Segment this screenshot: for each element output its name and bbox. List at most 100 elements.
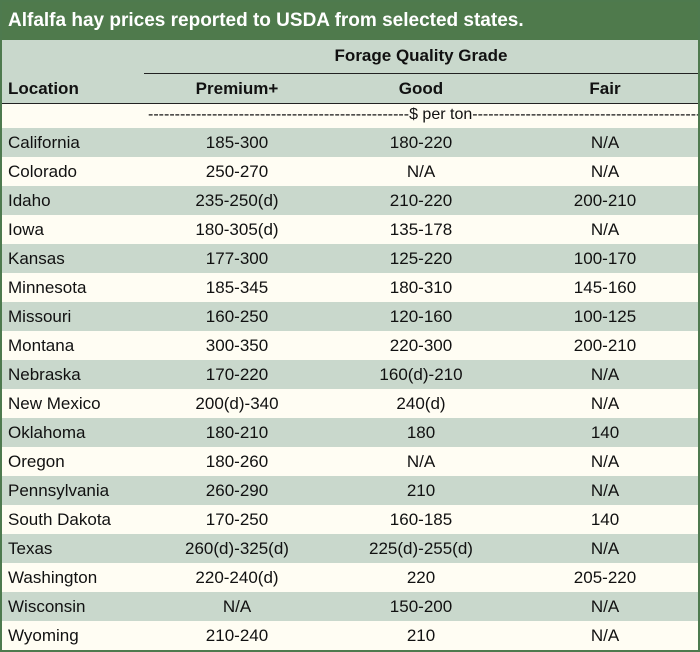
location-cell: Nebraska — [8, 365, 81, 384]
location-cell: Montana — [8, 336, 75, 355]
table-row: Montana 300-350 220-300 200-210 — [2, 331, 698, 360]
column-header-fair: Fair — [589, 79, 621, 98]
premium-price-cell: 220-240(d) — [195, 568, 279, 587]
location-cell: California — [8, 133, 80, 152]
good-price-cell: 125-220 — [389, 249, 453, 268]
location-cell: Missouri — [8, 307, 72, 326]
location-cell: New Mexico — [8, 394, 101, 413]
table-row: Nebraska 170-220 160(d)-210 N/A — [2, 360, 698, 389]
premium-price-cell: 200(d)-340 — [195, 394, 279, 413]
premium-price-cell: 260(d)-325(d) — [185, 539, 289, 558]
table-row: Minnesota 185-345 180-310 145-160 — [2, 273, 698, 302]
column-header-location: Location — [8, 79, 79, 98]
premium-price-cell: 180-260 — [205, 452, 269, 471]
good-price-cell: N/A — [406, 162, 436, 181]
fair-price-cell: N/A — [590, 133, 620, 152]
fair-price-cell: N/A — [590, 481, 620, 500]
table-row: Kansas 177-300 125-220 100-170 — [2, 244, 698, 273]
location-cell: Oregon — [8, 452, 65, 471]
table-row: Iowa 180-305(d) 135-178 N/A — [2, 215, 698, 244]
table-header: Forage Quality Grade Location Premium+ G… — [2, 40, 698, 104]
good-price-cell: 225(d)-255(d) — [369, 539, 473, 558]
fair-price-cell: N/A — [590, 597, 620, 616]
premium-price-cell: 170-250 — [205, 510, 269, 529]
fair-price-cell: N/A — [590, 394, 620, 413]
group-header: Forage Quality Grade — [334, 46, 508, 65]
fair-price-cell: 140 — [590, 423, 620, 442]
premium-price-cell: 300-350 — [205, 336, 269, 355]
location-cell: Wisconsin — [8, 597, 86, 616]
good-price-cell: 150-200 — [389, 597, 453, 616]
location-cell: Pennsylvania — [8, 481, 110, 500]
table-row: Oregon 180-260 N/A N/A — [2, 447, 698, 476]
column-header-premium: Premium+ — [195, 79, 279, 98]
table-row: Wyoming 210-240 210 N/A — [2, 621, 698, 650]
good-price-cell: 220-300 — [389, 336, 453, 355]
fair-price-cell: N/A — [590, 539, 620, 558]
fair-price-cell: 205-220 — [573, 568, 637, 587]
table-row: Texas 260(d)-325(d) 225(d)-255(d) N/A — [2, 534, 698, 563]
good-price-cell: 240(d) — [396, 394, 446, 413]
premium-price-cell: 177-300 — [205, 249, 269, 268]
premium-price-cell: 170-220 — [205, 365, 269, 384]
good-price-cell: 120-160 — [389, 307, 453, 326]
good-price-cell: 210 — [406, 481, 436, 500]
table-body: California 185-300 180-220 N/A Colorado 250-2… — [2, 128, 698, 650]
premium-price-cell: 180-210 — [205, 423, 269, 442]
good-price-cell: 180-220 — [389, 133, 453, 152]
good-price-cell: 220 — [406, 568, 436, 587]
fair-price-cell: 145-160 — [573, 278, 637, 297]
fair-price-cell: N/A — [590, 626, 620, 645]
table-row: South Dakota 170-250 160-185 140 — [2, 505, 698, 534]
table-row: New Mexico 200(d)-340 240(d) N/A — [2, 389, 698, 418]
location-cell: Oklahoma — [8, 423, 86, 442]
table-row: Pennsylvania 260-290 210 N/A — [2, 476, 698, 505]
location-cell: Minnesota — [8, 278, 87, 297]
table-title: Alfalfa hay prices reported to USDA from… — [2, 2, 698, 40]
fair-price-cell: 100-170 — [573, 249, 637, 268]
table-row: California 185-300 180-220 N/A — [2, 128, 698, 157]
good-price-cell: 160(d)-210 — [379, 365, 463, 384]
premium-price-cell: 160-250 — [205, 307, 269, 326]
location-cell: Washington — [8, 568, 98, 587]
table-row: Washington 220-240(d) 220 205-220 — [2, 563, 698, 592]
fair-price-cell: 200-210 — [573, 191, 637, 210]
good-price-cell: 180-310 — [389, 278, 453, 297]
premium-price-cell: 260-290 — [205, 481, 269, 500]
fair-price-cell: N/A — [590, 162, 620, 181]
fair-price-cell: N/A — [590, 220, 620, 239]
column-header-good: Good — [398, 79, 444, 98]
location-cell: Wyoming — [8, 626, 79, 645]
table-row: Colorado 250-270 N/A N/A — [2, 157, 698, 186]
premium-price-cell: 235-250(d) — [195, 191, 279, 210]
fair-price-cell: 100-125 — [573, 307, 637, 326]
good-price-cell: 160-185 — [389, 510, 453, 529]
good-price-cell: N/A — [406, 452, 436, 471]
premium-price-cell: 185-345 — [205, 278, 269, 297]
location-cell: Kansas — [8, 249, 65, 268]
premium-price-cell: 185-300 — [205, 133, 269, 152]
units-label: ----------------------------------------… — [148, 106, 698, 123]
premium-price-cell: 210-240 — [205, 626, 269, 645]
premium-price-cell: 180-305(d) — [195, 220, 279, 239]
premium-price-cell: N/A — [222, 597, 252, 616]
table-row: Wisconsin N/A 150-200 N/A — [2, 592, 698, 621]
fair-price-cell: 200-210 — [573, 336, 637, 355]
good-price-cell: 135-178 — [389, 220, 453, 239]
table-row: Idaho 235-250(d) 210-220 200-210 — [2, 186, 698, 215]
fair-price-cell: N/A — [590, 365, 620, 384]
good-price-cell: 210 — [406, 626, 436, 645]
premium-price-cell: 250-270 — [205, 162, 269, 181]
location-cell: Iowa — [8, 220, 44, 239]
header-divider — [2, 103, 698, 104]
fair-price-cell: 140 — [590, 510, 620, 529]
location-cell: Idaho — [8, 191, 51, 210]
table-row: Missouri 160-250 120-160 100-125 — [2, 302, 698, 331]
group-divider — [144, 73, 698, 74]
location-cell: Texas — [8, 539, 53, 558]
location-cell: Colorado — [8, 162, 77, 181]
good-price-cell: 210-220 — [389, 191, 453, 210]
table-row: Oklahoma 180-210 180 140 — [2, 418, 698, 447]
units-row: ----------------------------------------… — [2, 104, 698, 128]
